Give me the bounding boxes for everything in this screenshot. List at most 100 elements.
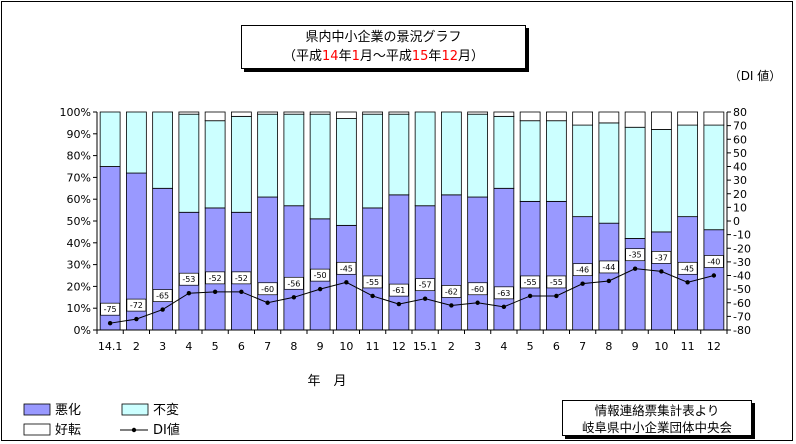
right-axis-tick-label: 70 [733, 120, 747, 133]
bar-worse [651, 231, 672, 331]
di-data-label: -55 [366, 278, 379, 287]
legend-worse-label: 悪化 [55, 403, 81, 418]
legend-worse-swatch [23, 403, 51, 416]
di-data-label: -44 [602, 263, 615, 272]
x-axis-tick-label: 5 [212, 340, 219, 353]
di-point [659, 269, 664, 274]
di-data-label: -55 [524, 278, 537, 287]
di-data-label: -55 [550, 278, 563, 287]
source-line-2: 岐阜県中小企業団体中央会 [581, 420, 732, 435]
right-axis-tick-label: -80 [733, 324, 751, 337]
bar-better [335, 111, 357, 119]
bar-worse [388, 194, 410, 331]
di-point [632, 266, 638, 271]
bar-worse [414, 205, 436, 331]
bar-worse [519, 200, 541, 331]
bar-better [467, 111, 488, 115]
di-data-label: -63 [497, 289, 510, 298]
di-data-label: -57 [419, 281, 432, 290]
left-axis-tick-label: 90% [67, 128, 91, 141]
bar-unchanged [362, 113, 383, 209]
left-axis-tick-label: 50% [67, 215, 91, 228]
di-label-box [625, 248, 645, 262]
di-data-label: -65 [156, 292, 169, 301]
di-label-box [152, 289, 173, 302]
di-label-box [520, 275, 540, 289]
bar-worse [598, 222, 620, 331]
left-axis-tick-label: 10% [67, 302, 91, 315]
di-label-box [599, 260, 619, 274]
di-data-label: -52 [209, 274, 222, 283]
di-label-box [546, 275, 567, 289]
di-label-box [126, 298, 147, 312]
right-axis-tick-label: -40 [733, 270, 751, 283]
bar-better [598, 111, 620, 124]
left-axis-tick-label: 100% [60, 106, 91, 119]
bar-worse [467, 196, 488, 331]
bar-better [493, 111, 515, 117]
bar-unchanged [414, 111, 436, 207]
right-axis-tick-label: 30 [733, 174, 747, 187]
x-axis-tick-label: 3 [159, 340, 166, 353]
right-axis-tick-label: 50 [733, 147, 747, 160]
chart-subtitle: （平成14年1月～平成15年12月） [283, 49, 484, 64]
di-label-box [389, 283, 409, 297]
di-point [265, 300, 270, 305]
di-label-box [310, 268, 330, 282]
di-data-label: -53 [182, 275, 195, 284]
bar-better [178, 111, 200, 115]
right-axis-tick-label: 60 [733, 133, 747, 146]
bar-better [519, 111, 541, 122]
di-point [134, 316, 139, 322]
x-axis-tick-label: 12 [392, 340, 406, 353]
x-axis-tick-label: 12 [707, 340, 721, 353]
di-point [396, 301, 402, 307]
di-point [449, 303, 454, 308]
bar-unchanged [152, 111, 173, 189]
di-label-box [494, 286, 514, 300]
bar-unchanged [204, 120, 226, 209]
bar-better [572, 111, 594, 126]
di-data-label: -56 [287, 279, 300, 288]
x-axis-tick-label: 2 [133, 340, 140, 353]
legend-di-swatch-point [131, 427, 137, 433]
di-data-label: -52 [235, 274, 248, 283]
left-axis-tick-label: 40% [67, 237, 91, 250]
x-axis-tick-label: 7 [579, 340, 586, 353]
x-axis-tick-label: 9 [632, 340, 639, 353]
di-point [317, 286, 323, 292]
bar-worse [204, 207, 226, 331]
bar-unchanged [99, 111, 121, 167]
di-label-box [231, 271, 252, 285]
x-axis-tick-label: 7 [264, 340, 271, 353]
left-axis-tick-label: 30% [67, 259, 91, 272]
bar-unchanged [178, 113, 200, 213]
di-label-box [336, 261, 357, 275]
di-label-box [651, 251, 672, 264]
x-axis-tick-label: 4 [185, 340, 192, 353]
bar-unchanged [677, 124, 699, 218]
bar-worse [546, 200, 567, 331]
bar-worse [703, 229, 725, 331]
bar-unchanged [283, 113, 305, 207]
di-point [501, 304, 507, 310]
x-axis-tick-label: 11 [681, 340, 695, 353]
di-point [422, 296, 428, 301]
x-axis-tick-label: 4 [500, 340, 507, 353]
di-data-label: -60 [261, 285, 274, 294]
bar-unchanged [493, 115, 515, 189]
x-axis-tick-label: 6 [238, 340, 245, 353]
x-axis-tick-label: 8 [290, 340, 297, 353]
bar-unchanged [230, 115, 252, 213]
di-point [239, 289, 244, 295]
left-axis-tick-label: 80% [67, 150, 91, 163]
x-axis-tick-label: 15.1 [413, 340, 438, 353]
x-axis-tick-label: 8 [605, 340, 612, 353]
bar-worse [440, 194, 462, 331]
bar-better [309, 111, 331, 115]
bar-better [546, 111, 567, 122]
bar-better [362, 111, 383, 115]
di-label-box [572, 263, 593, 277]
